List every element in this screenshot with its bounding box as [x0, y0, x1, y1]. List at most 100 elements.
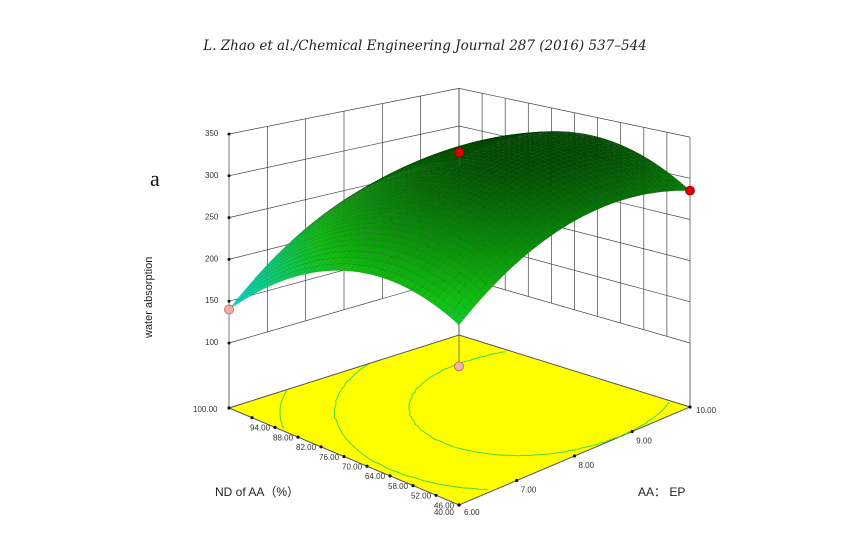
surface-cell [327, 251, 340, 260]
surface-cell [574, 173, 586, 180]
surface-cell [490, 147, 502, 151]
axis-labels: 100.00 94.0088.0082.0076.0070.0064.0058.0… [193, 129, 717, 517]
surface-cell [270, 254, 282, 264]
surface-cell [616, 177, 628, 183]
surface-cell [427, 168, 439, 173]
surface-cell [495, 165, 507, 171]
surface-cell [364, 181, 376, 188]
surface-cell [537, 138, 549, 141]
surface-cell [385, 203, 397, 209]
surface-cell [385, 264, 397, 273]
x-tick-mark [296, 435, 300, 439]
surface-cell [490, 143, 502, 146]
surface-cell [385, 272, 397, 282]
surface-cell [490, 200, 502, 208]
x-tick-mark [434, 493, 438, 497]
surface-cell [406, 199, 418, 205]
surface-cell [437, 175, 450, 180]
floor-contour [333, 363, 488, 490]
x-tick-label: 64.00 [365, 472, 386, 481]
surface-cell [558, 135, 570, 137]
surface-cell [506, 136, 517, 138]
surface-cell [511, 135, 523, 137]
surface-cell [296, 267, 308, 277]
surface-cell [306, 255, 319, 264]
x-tick-label: 70.00 [342, 463, 363, 472]
surface-cell [354, 228, 366, 235]
surface-cell [286, 237, 298, 246]
surface-cell [422, 262, 434, 272]
surface-cell [422, 280, 434, 291]
surface-cell [547, 159, 560, 165]
surface-cell [490, 156, 502, 161]
surface-cell [432, 243, 444, 252]
surface-cell [254, 273, 266, 284]
surface-cell [437, 193, 450, 200]
surface-cell [485, 259, 497, 270]
z-tick-label: 250 [205, 213, 219, 222]
surface-cell [500, 158, 513, 164]
surface-cell [548, 138, 559, 141]
surface-cell [616, 172, 628, 178]
surface-cell [406, 162, 418, 168]
surface-cell [291, 239, 303, 249]
surface-cell [307, 227, 319, 235]
surface-cell [621, 149, 633, 154]
surface-cell [328, 204, 339, 212]
surface-cell [527, 178, 539, 184]
surface-cell [532, 199, 544, 207]
surface-cell [338, 218, 350, 225]
surface-cell [579, 194, 591, 202]
z-tick-label: 300 [205, 171, 219, 180]
surface-cell [385, 229, 397, 237]
surface-cell [474, 140, 486, 143]
surface-cell [453, 272, 465, 283]
surface-cell [547, 203, 560, 211]
z-tick-label: 350 [205, 129, 219, 138]
surface-cell [406, 161, 418, 167]
surface-cell [511, 145, 523, 149]
surface-cell [427, 293, 439, 304]
surface-cell [338, 211, 350, 219]
x-tick-mark [342, 454, 346, 459]
response-surface [228, 131, 691, 326]
surface-cell [406, 161, 418, 167]
surface-cell [563, 216, 575, 225]
surface-cell [438, 153, 449, 158]
x-tick-label: 94.00 [250, 424, 271, 433]
surface-cell [432, 296, 444, 308]
surface-cell [396, 166, 407, 173]
surface-cell [317, 211, 329, 220]
surface-cell [616, 147, 628, 151]
surface-cell [432, 215, 444, 223]
surface-cell [500, 152, 513, 156]
surface-cell [443, 304, 455, 317]
surface-cell [464, 170, 476, 176]
surface-cell [348, 264, 361, 272]
surface-cell [437, 168, 450, 173]
surface-cell [375, 268, 387, 278]
surface-cell [595, 143, 607, 147]
surface-cell [501, 141, 512, 145]
surface-cell [532, 135, 544, 138]
surface-cell [511, 134, 523, 136]
surface-cell [485, 141, 496, 144]
surface-cell [286, 247, 298, 257]
surface-cell [443, 189, 455, 195]
surface-cell [307, 222, 319, 231]
surface-cell [244, 280, 256, 291]
surface-cell [354, 258, 366, 266]
surface-cell [411, 274, 423, 285]
x-tick-label: 46.00 [434, 501, 455, 510]
surface-cell [453, 144, 465, 149]
surface-cell [522, 132, 533, 134]
surface-cell [317, 264, 329, 273]
surface-cell [516, 216, 528, 225]
surface-cell [406, 182, 418, 188]
surface-cell [605, 185, 617, 192]
surface-cell [511, 186, 523, 194]
surface-cell [291, 233, 303, 243]
surface-cell [385, 174, 397, 180]
surface-cell [417, 160, 428, 166]
surface-cell [296, 234, 308, 243]
